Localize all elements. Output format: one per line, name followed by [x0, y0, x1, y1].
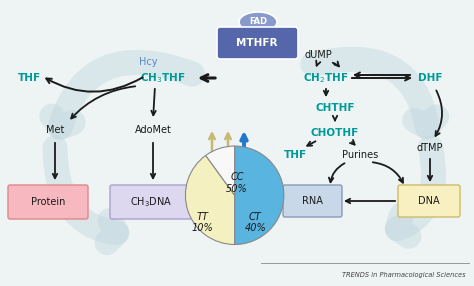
Text: Hcy: Hcy — [139, 57, 157, 67]
FancyArrowPatch shape — [313, 59, 437, 127]
Text: CHTHF: CHTHF — [315, 103, 355, 113]
Text: TRENDS in Pharmacological Sciences: TRENDS in Pharmacological Sciences — [342, 272, 466, 278]
Text: CT
40%: CT 40% — [245, 212, 266, 233]
Text: RNA: RNA — [301, 196, 322, 206]
Text: AdoMet: AdoMet — [135, 125, 172, 135]
Wedge shape — [185, 156, 235, 245]
Wedge shape — [206, 146, 235, 195]
Text: dTMP: dTMP — [417, 143, 443, 153]
Ellipse shape — [239, 12, 277, 32]
FancyBboxPatch shape — [110, 185, 192, 219]
Text: dUMP: dUMP — [304, 50, 332, 60]
Text: CC
50%: CC 50% — [226, 172, 248, 194]
Text: Purines: Purines — [342, 150, 378, 160]
FancyArrowPatch shape — [397, 148, 434, 236]
Text: THF: THF — [18, 73, 41, 83]
Text: CH$_3$THF: CH$_3$THF — [140, 71, 186, 85]
Text: DNA: DNA — [418, 196, 440, 206]
Text: Met: Met — [46, 125, 64, 135]
FancyArrowPatch shape — [55, 148, 117, 243]
FancyBboxPatch shape — [8, 185, 88, 219]
FancyBboxPatch shape — [398, 185, 460, 217]
Text: MTHFR: MTHFR — [236, 38, 278, 48]
FancyBboxPatch shape — [283, 185, 342, 217]
Text: DHF: DHF — [418, 73, 442, 83]
FancyArrowPatch shape — [52, 62, 192, 127]
Text: CHOTHF: CHOTHF — [311, 128, 359, 138]
Wedge shape — [235, 146, 284, 245]
FancyBboxPatch shape — [217, 27, 298, 59]
Text: CH$_3$DNA: CH$_3$DNA — [130, 195, 172, 209]
Text: Protein: Protein — [31, 197, 65, 207]
Text: TT
10%: TT 10% — [192, 212, 213, 233]
Text: CH$_2$THF: CH$_2$THF — [303, 71, 349, 85]
Text: FAD: FAD — [249, 17, 267, 27]
Text: THF: THF — [283, 150, 307, 160]
